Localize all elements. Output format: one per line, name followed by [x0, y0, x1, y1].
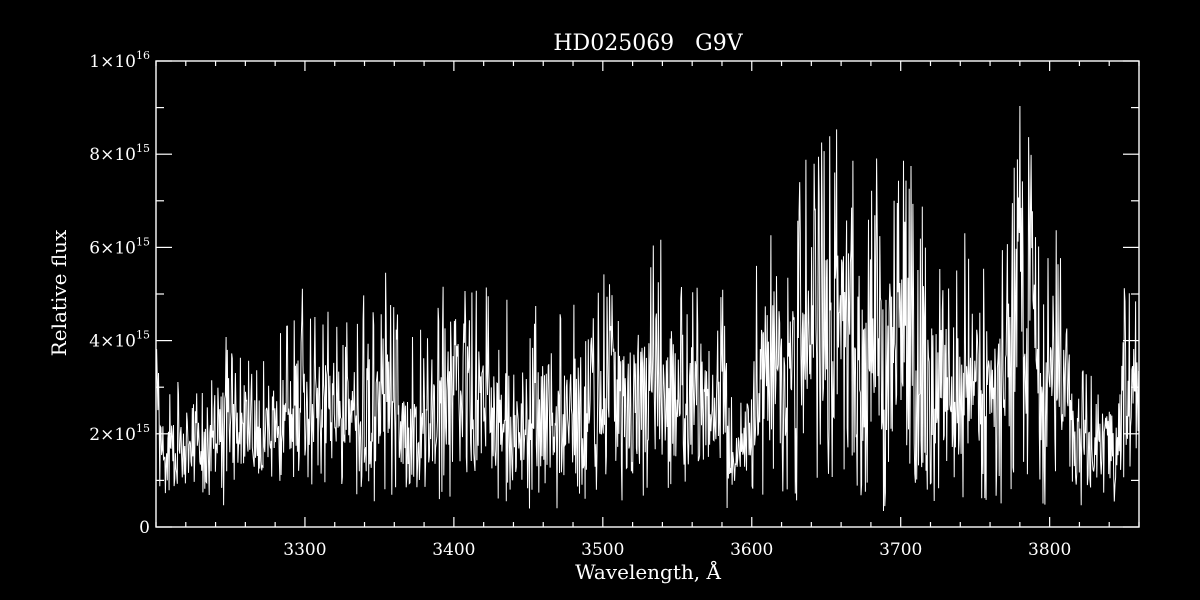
- chart-axes: [155, 60, 1140, 528]
- chart-title: HD025069 G9V: [553, 31, 743, 56]
- x-tick-label: 3500: [581, 540, 624, 560]
- y-tick-label: 6×1015: [89, 235, 150, 258]
- x-tick-label: 3600: [730, 540, 773, 560]
- x-tick-label: 3400: [432, 540, 475, 560]
- tick-labels: 3300 3400 3500 3600 3700 3800 0 2×1015 4×1015 6×1…: [89, 49, 1071, 560]
- x-tick-label: 3300: [283, 540, 326, 560]
- y-axis-label: Relative flux: [47, 229, 71, 356]
- x-axis-label: Wavelength, Å: [575, 559, 721, 584]
- y-tick-label: 1×1016: [89, 49, 150, 72]
- y-tick-label: 2×1015: [89, 422, 150, 445]
- y-tick-label: 8×1015: [89, 142, 150, 165]
- y-tick-label: 0: [139, 518, 150, 538]
- x-tick-label: 3800: [1028, 540, 1071, 560]
- y-tick-label: 4×1015: [89, 329, 150, 352]
- x-tick-label: 3700: [879, 540, 922, 560]
- spectrum-line: [155, 105, 1140, 512]
- spectrum-series: [155, 105, 1140, 512]
